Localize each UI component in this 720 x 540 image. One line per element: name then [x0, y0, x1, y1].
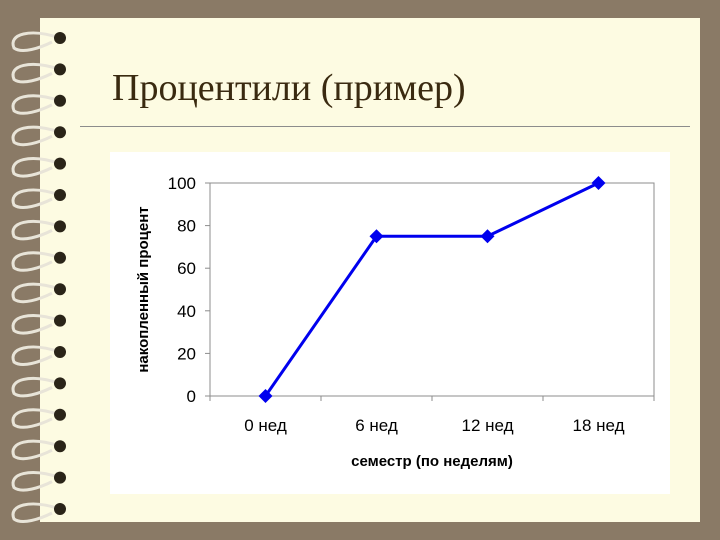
- spiral-hole: [54, 157, 66, 170]
- spiral-ring: [11, 345, 61, 366]
- y-tick-label: 40: [177, 302, 196, 321]
- spiral-ring: [11, 439, 61, 461]
- spiral-ring: [11, 94, 61, 115]
- spiral-ring: [11, 471, 61, 492]
- spiral-binding-icon: [11, 31, 66, 523]
- data-point-marker: [480, 229, 495, 244]
- spiral-ring: [11, 282, 61, 304]
- series-line: [264, 181, 600, 397]
- spiral-hole: [54, 408, 66, 421]
- spiral-hole: [54, 32, 66, 44]
- y-tick-label: 20: [177, 344, 196, 363]
- spiral-ring: [11, 219, 61, 241]
- spiral-ring: [11, 408, 61, 429]
- y-tick-label: 60: [177, 259, 196, 278]
- slide-title: Процентили (пример): [112, 67, 466, 109]
- x-tick-label: 0 нед: [244, 416, 287, 435]
- spiral-hole: [54, 283, 66, 296]
- x-tick-label: 12 нед: [461, 416, 513, 435]
- spiral-hole: [54, 94, 66, 107]
- data-point-marker: [369, 229, 384, 244]
- spiral-hole: [54, 346, 66, 358]
- y-tick-label: 80: [177, 217, 196, 236]
- data-point-marker: [258, 389, 273, 403]
- spiral-ring: [11, 31, 61, 52]
- spiral-ring: [11, 251, 61, 272]
- spiral-hole: [54, 503, 66, 515]
- spiral-ring: [11, 62, 61, 84]
- spiral-hole: [54, 471, 66, 484]
- y-axis-ticks: 0 20 40 60 80 100: [168, 174, 210, 406]
- spiral-ring: [11, 502, 61, 523]
- x-axis-ticks: 0 нед 6 нед 12 нед 18 нед: [209, 396, 655, 435]
- plot-frame: [209, 182, 655, 397]
- spiral-hole: [54, 440, 66, 453]
- spiral-ring: [11, 125, 61, 147]
- spiral-hole: [54, 63, 66, 76]
- series-markers: [258, 176, 606, 403]
- x-tick-label: 6 нед: [355, 416, 398, 435]
- spiral-hole: [54, 251, 66, 264]
- spiral-hole: [54, 377, 66, 390]
- spiral-hole: [54, 220, 66, 233]
- spiral-ring: [11, 314, 61, 335]
- percentile-line-chart: 0 20 40 60 80 100 0 нед 6 нед 12 нед 18 нед нако…: [135, 174, 655, 470]
- spiral-ring: [11, 376, 61, 398]
- y-axis-label: накопленный процент: [135, 206, 152, 372]
- spiral-ring: [11, 157, 61, 178]
- spiral-hole: [54, 314, 66, 327]
- data-point-marker: [591, 176, 606, 190]
- spiral-hole: [54, 189, 66, 201]
- x-axis-label: семестр (по неделям): [351, 453, 513, 470]
- spiral-hole: [54, 126, 66, 139]
- chart-panel: [110, 152, 670, 494]
- y-tick-label: 100: [168, 174, 196, 193]
- spiral-ring: [11, 188, 61, 209]
- y-tick-label: 0: [187, 387, 196, 406]
- x-tick-label: 18 нед: [572, 416, 624, 435]
- title-divider: [80, 126, 690, 127]
